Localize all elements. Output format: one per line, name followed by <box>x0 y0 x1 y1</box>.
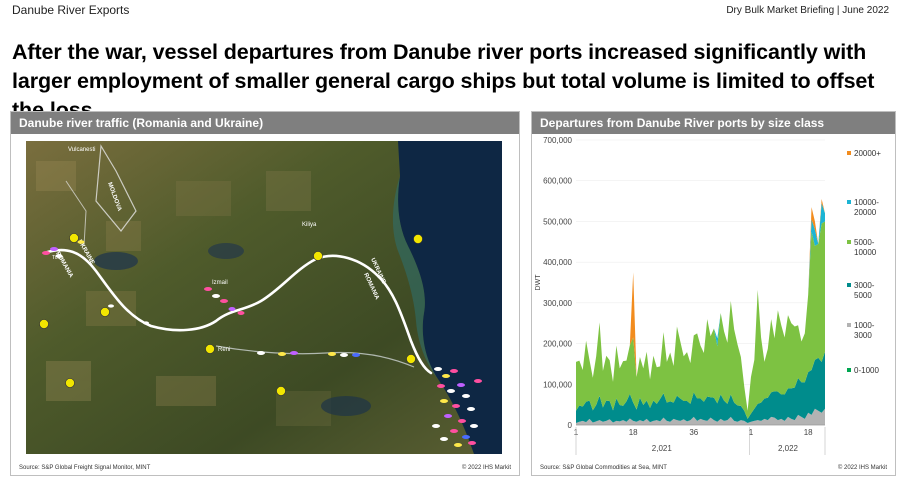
map-danube-arm <box>215 345 415 368</box>
legend-label: 1000- <box>854 321 875 330</box>
vessel-icon <box>212 294 220 298</box>
map-copyright: © 2022 IHS Markit <box>461 465 511 471</box>
legend-label: 10000- <box>854 198 879 207</box>
chart-panel: Departures from Danube River ports by si… <box>531 111 896 476</box>
map-source-note: Source: S&P Global Freight Signal Monito… <box>19 465 151 471</box>
vessel-icon <box>237 311 245 315</box>
y-tick-label: 400,000 <box>543 258 572 267</box>
x-tick-label: 1 <box>749 428 754 437</box>
x-tick-label: 18 <box>629 428 638 437</box>
x-tick-label: 18 <box>804 428 813 437</box>
y-tick-label: 300,000 <box>543 299 572 308</box>
map-panel-title: Danube river traffic (Romania and Ukrain… <box>11 112 519 134</box>
port-marker-icon <box>39 319 49 329</box>
map-label-kiliya: Kiliya <box>302 222 317 228</box>
danube-traffic-map: Vulcanesti MOLDOVA UKRAINE ROMANIA Izmai… <box>26 141 502 454</box>
legend-label: 5000- <box>854 238 875 247</box>
map-border <box>65 180 87 247</box>
legend-label: 3000 <box>854 331 872 340</box>
vessel-icon <box>328 352 336 356</box>
vessel-icon <box>290 351 298 355</box>
map-black-sea <box>398 141 502 454</box>
port-marker-icon <box>406 354 416 364</box>
vessel-icon <box>228 307 236 311</box>
vessel-icon <box>352 353 360 357</box>
y-tick-label: 600,000 <box>543 177 572 186</box>
map-lake <box>208 243 244 259</box>
slide-headline: After the war, vessel departures from Da… <box>12 40 875 122</box>
area-series-5000-10000 <box>576 221 825 419</box>
port-marker-icon <box>100 307 110 317</box>
map-farmland-texture <box>36 161 331 426</box>
vessel-icon <box>257 351 265 355</box>
x-year-label: 2,022 <box>778 444 799 453</box>
area-series-1000-3000 <box>576 408 825 425</box>
map-anchorage-cluster <box>432 367 482 447</box>
port-marker-icon <box>205 344 215 354</box>
y-tick-label: 700,000 <box>543 136 572 145</box>
map-port-markers <box>39 233 423 396</box>
y-axis-label: DWT <box>535 274 542 291</box>
legend-label: 10000 <box>854 248 877 257</box>
legend-swatch <box>847 368 851 372</box>
area-series-3000-5000 <box>576 351 825 423</box>
report-subtitle: Dry Bulk Market Briefing | June 2022 <box>726 5 889 16</box>
vessel-icon <box>108 304 114 308</box>
vessel-icon <box>340 353 348 357</box>
map-label-tulcea: Tcea <box>52 255 65 261</box>
report-title: Danube River Exports <box>12 3 130 17</box>
chart-source-note: Source: S&P Global Commodities at Sea, M… <box>540 465 667 471</box>
port-marker-icon <box>276 386 286 396</box>
map-lake <box>94 252 138 270</box>
map-label-vulcanesti: Vulcanesti <box>68 147 95 153</box>
y-tick-label: 100,000 <box>543 380 572 389</box>
y-tick-label: 0 <box>568 421 573 430</box>
map-label-izmail: Izmail <box>212 280 228 286</box>
map-panel: Danube river traffic (Romania and Ukrain… <box>10 111 520 476</box>
legend-swatch <box>847 240 851 244</box>
y-tick-label: 200,000 <box>543 340 572 349</box>
port-marker-icon <box>69 233 79 243</box>
legend-swatch <box>847 283 851 287</box>
legend-label: 5000 <box>854 291 872 300</box>
port-marker-icon <box>413 234 423 244</box>
legend-label: 0-1000 <box>854 366 879 375</box>
legend-swatch <box>847 151 851 155</box>
legend-swatch <box>847 323 851 327</box>
vessel-icon <box>50 247 58 251</box>
map-lake <box>321 396 371 416</box>
port-marker-icon <box>65 378 75 388</box>
legend-label: 20000+ <box>854 149 881 158</box>
vessel-icon <box>55 254 63 258</box>
map-danube-river <box>42 248 433 375</box>
vessel-icon <box>278 352 286 356</box>
vessel-icon <box>220 299 228 303</box>
map-coast-shallows <box>392 176 438 379</box>
chart-copyright: © 2022 IHS Markit <box>837 465 887 471</box>
port-marker-icon <box>313 251 323 261</box>
map-vessel-markers <box>42 240 360 357</box>
y-tick-label: 500,000 <box>543 217 572 226</box>
x-year-label: 2,021 <box>652 444 673 453</box>
x-tick-label: 36 <box>689 428 698 437</box>
legend-label: 20000 <box>854 208 877 217</box>
vessel-icon <box>143 321 149 325</box>
chart-panel-title: Departures from Danube River ports by si… <box>532 112 895 134</box>
vessel-icon <box>204 287 212 291</box>
vessel-icon <box>42 251 50 255</box>
vessel-icon <box>77 240 85 244</box>
map-label-reni: Reni <box>218 347 230 353</box>
departures-area-chart: 0 100,000 200,000 300,000 400,000 500,000 600,… <box>535 136 881 455</box>
legend-swatch <box>847 200 851 204</box>
legend-label: 3000- <box>854 281 875 290</box>
map-border-moldova <box>95 144 137 232</box>
